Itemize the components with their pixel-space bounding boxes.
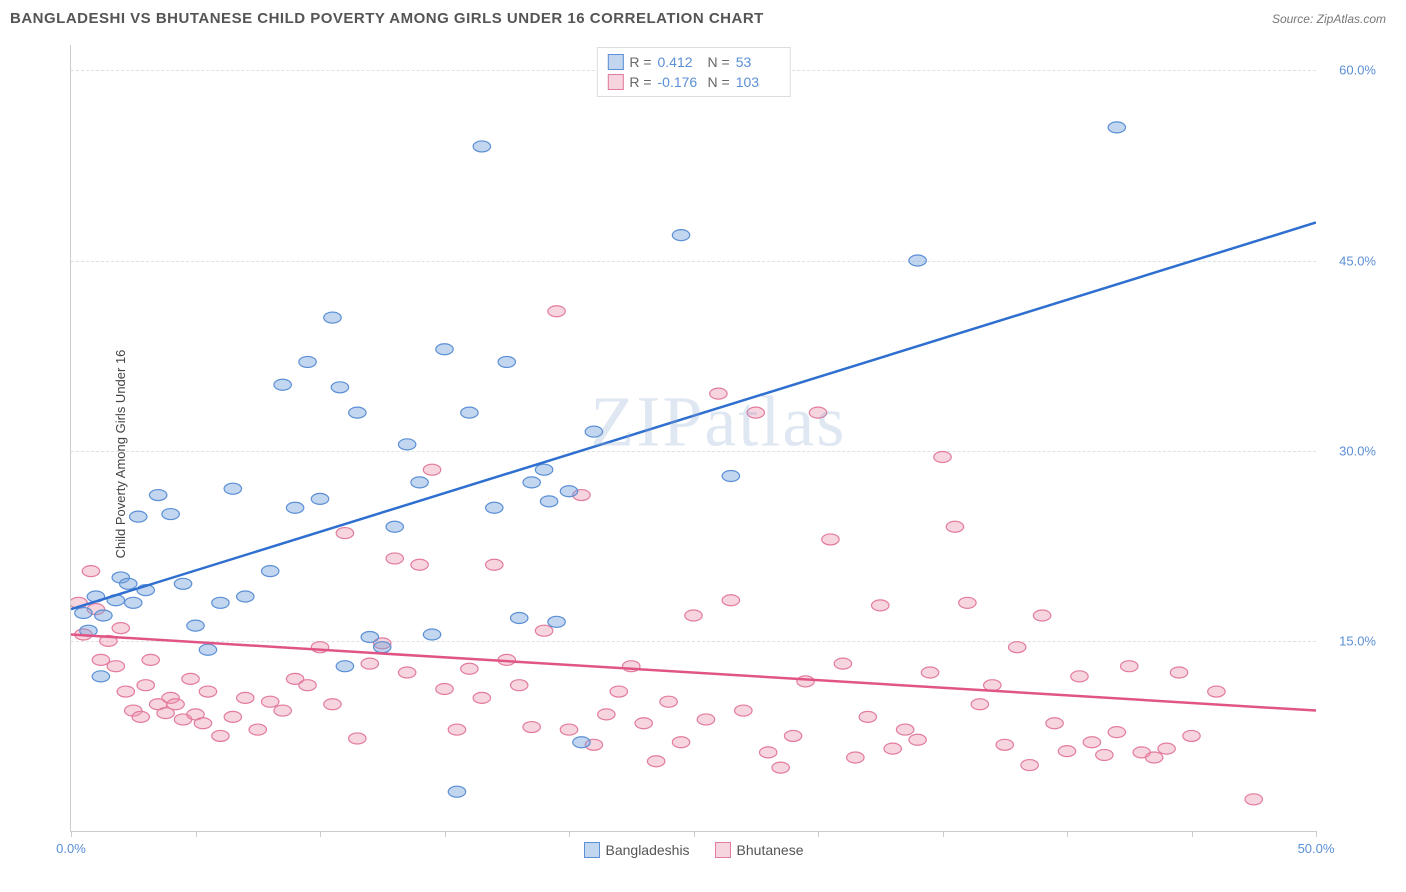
y-tick-label: 15.0% [1321,633,1376,648]
legend-row-bhutanese: R = -0.176 N = 103 [607,72,779,92]
x-tick-mark [1192,831,1193,837]
legend-series-label: Bhutanese [737,842,804,858]
chart-container: Child Poverty Among Girls Under 16 R = 0… [48,45,1386,862]
y-tick-label: 45.0% [1321,253,1376,268]
legend-item-bangladeshis: Bangladeshis [583,842,689,858]
x-tick-mark [71,831,72,837]
scatter-svg [71,45,1316,831]
x-tick-mark [943,831,944,837]
series-legend: Bangladeshis Bhutanese [583,842,803,858]
legend-n-value: 103 [736,74,780,90]
x-tick-mark [694,831,695,837]
x-tick-mark [569,831,570,837]
x-tick-mark [1316,831,1317,837]
x-tick-label: 50.0% [1298,841,1335,856]
x-tick-mark [320,831,321,837]
source-attribution: Source: ZipAtlas.com [1272,12,1386,26]
legend-r-value: -0.176 [658,74,702,90]
legend-swatch-icon [607,54,623,70]
legend-n-label: N = [708,74,730,90]
correlation-legend: R = 0.412 N = 53 R = -0.176 N = 103 [596,47,790,97]
legend-r-label: R = [629,54,651,70]
x-tick-mark [445,831,446,837]
y-tick-label: 60.0% [1321,63,1376,78]
x-tick-label: 0.0% [56,841,86,856]
x-tick-mark [1067,831,1068,837]
x-tick-mark [196,831,197,837]
legend-n-value: 53 [736,54,780,70]
legend-r-label: R = [629,74,651,90]
legend-swatch-icon [583,842,599,858]
legend-r-value: 0.412 [658,54,702,70]
legend-swatch-icon [607,74,623,90]
legend-item-bhutanese: Bhutanese [715,842,804,858]
x-tick-mark [818,831,819,837]
plot-area: R = 0.412 N = 53 R = -0.176 N = 103 ZIPa… [70,45,1316,832]
chart-title: BANGLADESHI VS BHUTANESE CHILD POVERTY A… [10,10,764,27]
y-tick-label: 30.0% [1321,443,1376,458]
legend-n-label: N = [708,54,730,70]
legend-series-label: Bangladeshis [605,842,689,858]
legend-row-bangladeshis: R = 0.412 N = 53 [607,52,779,72]
legend-swatch-icon [715,842,731,858]
